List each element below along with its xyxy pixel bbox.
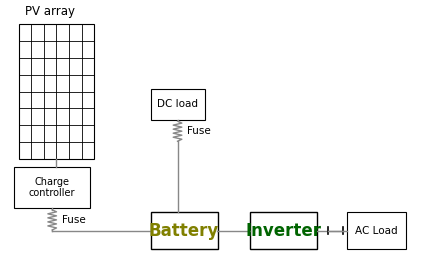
- Text: PV array: PV array: [25, 5, 75, 18]
- Bar: [150, 212, 217, 249]
- Bar: [19, 24, 94, 159]
- Text: Inverter: Inverter: [245, 222, 321, 240]
- Text: Fuse: Fuse: [187, 126, 210, 136]
- Bar: [346, 212, 404, 249]
- Text: DC load: DC load: [157, 99, 197, 109]
- Bar: [250, 212, 316, 249]
- Text: Charge
controller: Charge controller: [29, 177, 75, 198]
- Bar: [14, 167, 90, 209]
- Text: Fuse: Fuse: [62, 215, 85, 225]
- Bar: [150, 89, 204, 120]
- Text: AC Load: AC Load: [354, 225, 397, 236]
- Text: Battery: Battery: [148, 222, 219, 240]
